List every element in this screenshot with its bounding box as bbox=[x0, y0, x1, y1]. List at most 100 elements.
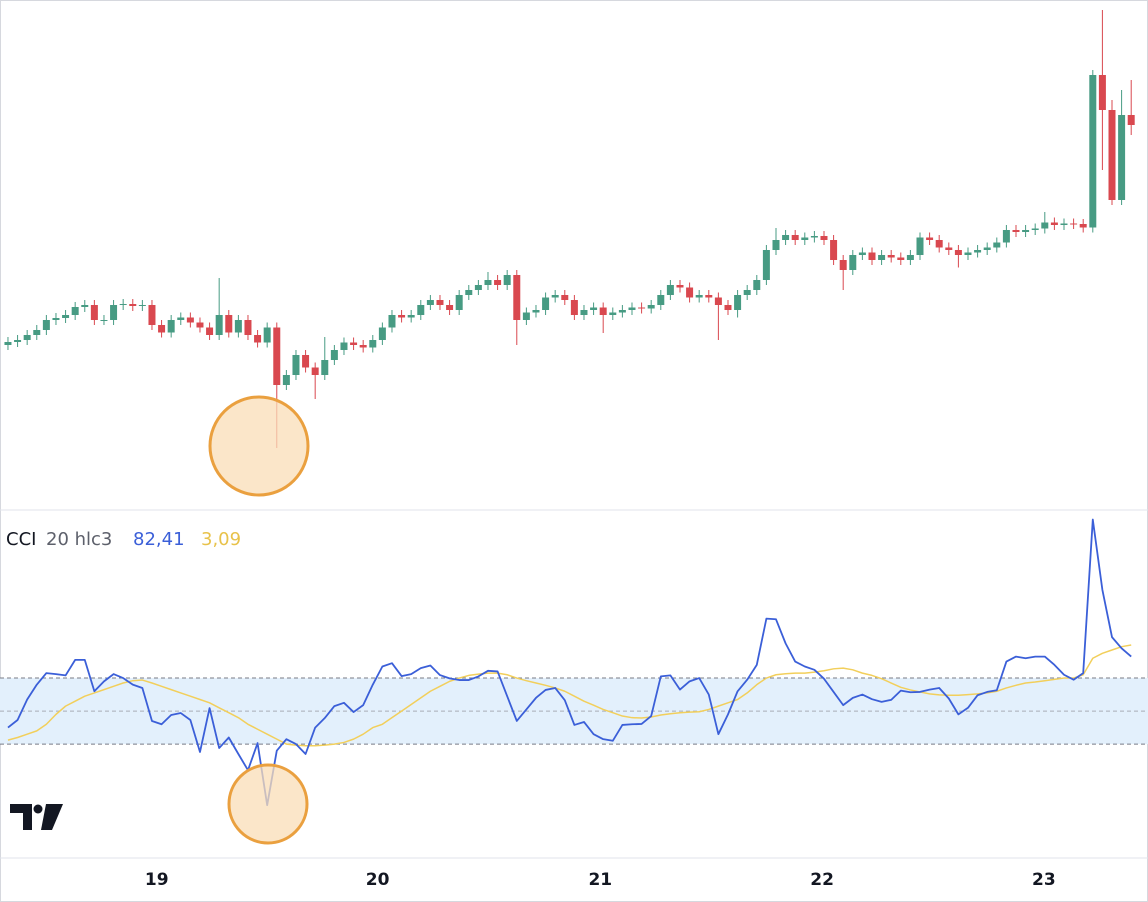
candle-body bbox=[321, 360, 329, 375]
candle-body bbox=[81, 305, 89, 307]
candle-body bbox=[273, 327, 281, 385]
highlight-circle bbox=[208, 395, 310, 497]
candle-body bbox=[551, 295, 559, 298]
candle-body bbox=[1041, 222, 1049, 229]
candle-body bbox=[129, 304, 137, 306]
candle-body bbox=[1050, 222, 1058, 225]
candle-body bbox=[369, 340, 377, 348]
x-tick-label: 22 bbox=[810, 870, 834, 890]
candle-body bbox=[33, 330, 41, 335]
candle-body bbox=[1022, 230, 1030, 232]
candle-body bbox=[1079, 224, 1087, 228]
candle-body bbox=[782, 235, 790, 240]
candle-body bbox=[858, 252, 866, 255]
candle-body bbox=[330, 350, 338, 360]
candle-body bbox=[158, 325, 166, 333]
candle-body bbox=[714, 297, 722, 305]
candle-body bbox=[993, 242, 1001, 248]
candle-body bbox=[282, 375, 290, 385]
logo bbox=[10, 804, 63, 830]
candle-body bbox=[71, 307, 79, 315]
candle-body bbox=[724, 305, 732, 310]
candle-body bbox=[618, 310, 626, 313]
candle-body bbox=[225, 315, 233, 333]
candle-body bbox=[830, 240, 838, 260]
candle-body bbox=[839, 260, 847, 270]
candle-body bbox=[1098, 75, 1106, 110]
cci-value: 82,41 bbox=[133, 529, 185, 550]
candle-body bbox=[1012, 230, 1020, 232]
x-tick-label: 20 bbox=[366, 870, 390, 890]
candle-body bbox=[378, 327, 386, 340]
candle-body bbox=[906, 255, 914, 260]
candle-body bbox=[1070, 223, 1078, 225]
candle-body bbox=[945, 247, 953, 250]
candle-body bbox=[446, 305, 454, 310]
candle-body bbox=[138, 305, 146, 306]
candle-body bbox=[1127, 115, 1135, 125]
candle-body bbox=[52, 318, 60, 320]
candle-body bbox=[820, 236, 828, 240]
candle-body bbox=[263, 327, 271, 343]
candle-body bbox=[244, 320, 252, 335]
candle-body bbox=[791, 235, 799, 240]
candle-body bbox=[666, 285, 674, 295]
candle-body bbox=[455, 295, 463, 310]
candle-body bbox=[1118, 115, 1126, 200]
candle-body bbox=[676, 285, 684, 288]
candle-body bbox=[532, 310, 540, 313]
candle-body bbox=[465, 290, 473, 295]
candle-body bbox=[177, 317, 185, 320]
candle-body bbox=[1089, 75, 1097, 228]
candle-body bbox=[234, 320, 242, 333]
indicator-params: 20 hlc3 bbox=[46, 529, 112, 550]
candle-body bbox=[42, 320, 50, 330]
candle-body bbox=[14, 340, 22, 342]
candle-body bbox=[638, 307, 646, 309]
candle-body bbox=[686, 287, 694, 298]
x-tick-label: 23 bbox=[1032, 870, 1056, 890]
candle-body bbox=[110, 305, 118, 320]
candle-body bbox=[542, 297, 550, 310]
candle-body bbox=[23, 335, 31, 340]
candle-body bbox=[474, 285, 482, 290]
candle-body bbox=[1002, 230, 1010, 243]
candle-body bbox=[522, 312, 530, 320]
candle-body bbox=[810, 236, 818, 238]
candle-body bbox=[743, 290, 751, 295]
candle-body bbox=[926, 237, 934, 240]
candle-body bbox=[964, 252, 972, 255]
x-tick-label: 21 bbox=[588, 870, 612, 890]
candle-body bbox=[878, 255, 886, 260]
candle-body bbox=[426, 300, 434, 305]
candle-body bbox=[340, 342, 348, 350]
candle-body bbox=[1031, 228, 1039, 230]
candle-body bbox=[1108, 110, 1116, 200]
candle-body bbox=[935, 240, 943, 248]
candle-body bbox=[302, 355, 310, 368]
candle-body bbox=[590, 307, 598, 310]
candle-body bbox=[148, 305, 156, 325]
candle-body bbox=[887, 255, 895, 258]
candle-body bbox=[657, 295, 665, 305]
candle-body bbox=[4, 342, 12, 345]
candle-body bbox=[311, 367, 319, 375]
candle-body bbox=[801, 237, 809, 240]
candle-body bbox=[494, 280, 502, 285]
candle-body bbox=[100, 320, 108, 321]
candle-body bbox=[407, 315, 415, 318]
candle-body bbox=[734, 295, 742, 310]
candle-body bbox=[772, 240, 780, 250]
candle-body bbox=[398, 315, 406, 318]
candle-body bbox=[62, 315, 70, 318]
candle-body bbox=[196, 322, 204, 328]
candle-body bbox=[561, 295, 569, 300]
candle-body bbox=[705, 295, 713, 298]
candle-body bbox=[503, 275, 511, 285]
candle-body bbox=[436, 300, 444, 305]
candle-body bbox=[484, 280, 492, 285]
x-tick-label: 19 bbox=[145, 870, 169, 890]
candle-body bbox=[417, 305, 425, 315]
candle-body bbox=[647, 305, 655, 309]
